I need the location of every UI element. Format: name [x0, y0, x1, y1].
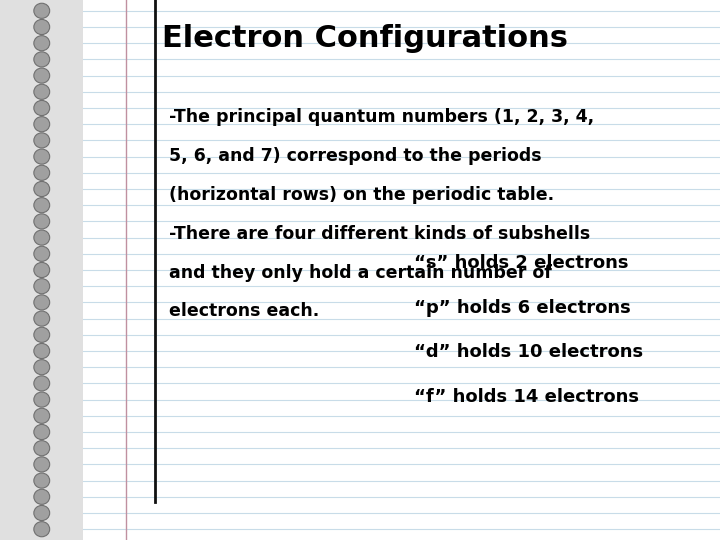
Text: n= 2: n= 2 — [294, 353, 315, 362]
Text: 5, 6, and 7) correspond to the periods: 5, 6, and 7) correspond to the periods — [169, 147, 542, 165]
Text: n= 3: n= 3 — [306, 339, 328, 348]
Text: -The principal quantum numbers (1, 2, 3, 4,: -The principal quantum numbers (1, 2, 3,… — [169, 108, 594, 126]
Text: -There are four different kinds of subshells: -There are four different kinds of subsh… — [169, 225, 590, 242]
Text: “d” holds 10 electrons: “d” holds 10 electrons — [414, 343, 643, 361]
Text: Electron Configurations: Electron Configurations — [162, 24, 568, 53]
Text: electrons each.: electrons each. — [169, 302, 320, 320]
Text: “p” holds 6 electrons: “p” holds 6 electrons — [414, 299, 631, 316]
Text: n= 5: n= 5 — [341, 323, 363, 333]
Text: n= 4: n= 4 — [323, 329, 344, 338]
Text: ?: ? — [391, 357, 397, 370]
Text: (horizontal rows) on the periodic table.: (horizontal rows) on the periodic table. — [169, 186, 554, 204]
Text: “f” holds 14 electrons: “f” holds 14 electrons — [414, 388, 639, 406]
Text: n= 1: n= 1 — [285, 369, 307, 379]
Text: “s” holds 2 electrons: “s” holds 2 electrons — [414, 254, 629, 272]
Text: and they only hold a certain number of: and they only hold a certain number of — [169, 264, 552, 281]
